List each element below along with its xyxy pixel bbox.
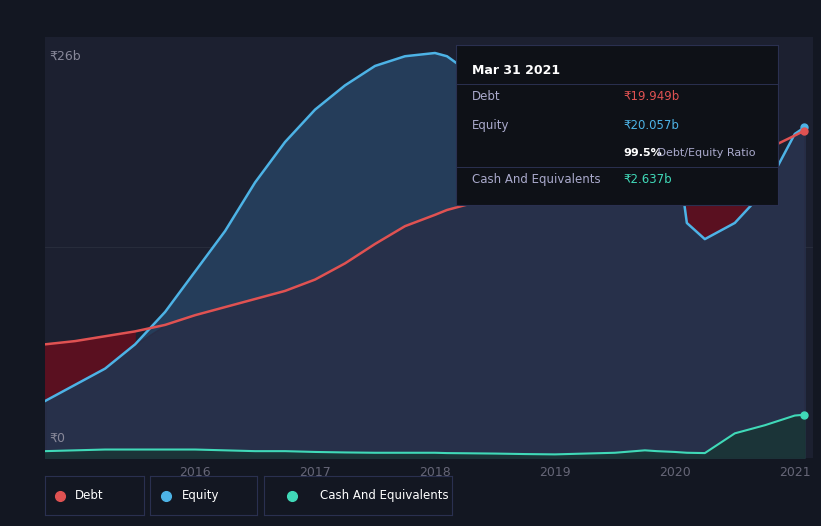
Text: ₹26b: ₹26b	[49, 49, 80, 63]
Text: Equity: Equity	[472, 119, 510, 132]
Text: Debt: Debt	[472, 90, 501, 103]
Text: Equity: Equity	[182, 489, 220, 502]
Text: Mar 31 2021: Mar 31 2021	[472, 64, 560, 77]
Text: ₹0: ₹0	[49, 432, 65, 445]
Text: ₹20.057b: ₹20.057b	[623, 119, 679, 132]
Text: ₹2.637b: ₹2.637b	[623, 173, 672, 186]
Text: Cash And Equivalents: Cash And Equivalents	[472, 173, 601, 186]
Text: Cash And Equivalents: Cash And Equivalents	[320, 489, 449, 502]
Text: Debt/Equity Ratio: Debt/Equity Ratio	[654, 148, 755, 158]
Text: Debt: Debt	[75, 489, 103, 502]
Text: ₹19.949b: ₹19.949b	[623, 90, 680, 103]
Text: 99.5%: 99.5%	[623, 148, 663, 158]
